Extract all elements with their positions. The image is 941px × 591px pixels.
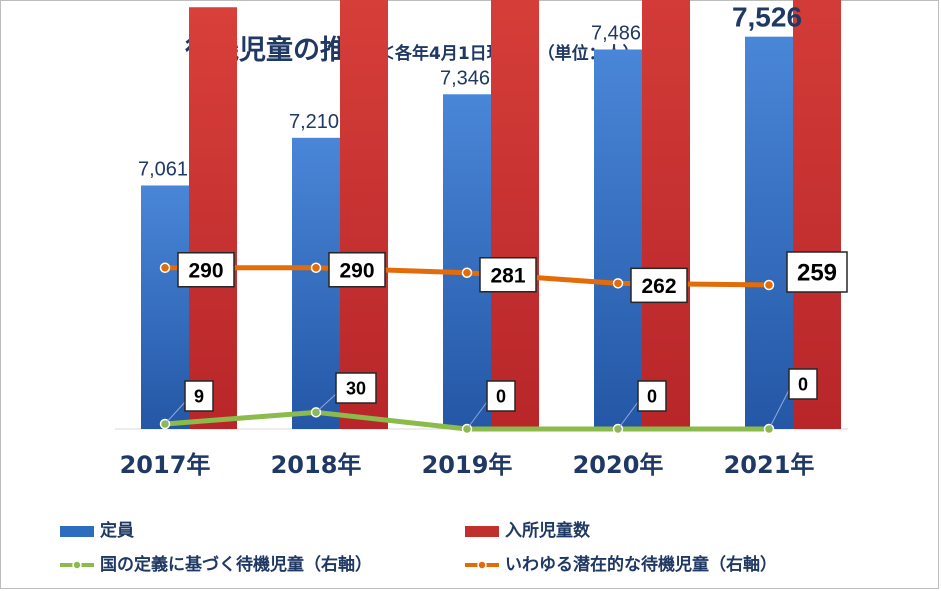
label-enrolled-0: 7,618 [189,0,239,1]
leader-official-1 [315,393,337,413]
bar-enrolled-1 [340,0,388,430]
label-latent-0-box [177,252,235,288]
point-latent-4 [763,279,775,291]
label-latent-0: 290 [188,259,223,282]
label-latent-1: 290 [339,259,374,282]
bar-capacity-0 [141,185,189,429]
point-latent-3 [612,278,624,289]
label-capacity-0: 7,061 [138,158,188,180]
bar-capacity-4 [745,36,793,430]
bar-enrolled-0 [189,7,237,430]
label-capacity-4: 7,526 [732,2,802,33]
leader-official-0 [164,401,186,425]
legend-item-latent-waitlist: いわゆる潜在的な待機児童（右軸） [465,550,777,575]
label-official-0: 9 [194,386,204,406]
bar-enrolled-2 [491,0,539,430]
label-official-0-box [184,380,214,412]
label-official-3: 0 [647,386,657,406]
leader-official-3 [617,401,639,430]
label-official-4-box [788,368,818,400]
bar-enrolled-3 [642,0,690,430]
bar-enrolled-4 [793,0,841,429]
legend-item-enrolled: 入所児童数 [465,516,590,541]
x-tick-2: 2019年 [422,451,513,479]
label-capacity-1: 7,210 [289,111,339,133]
label-official-3-box [637,380,667,412]
label-latent-4: 259 [797,260,837,287]
legend-swatch-capacity [60,525,94,537]
label-official-1-box [335,372,377,404]
point-latent-2 [461,267,473,279]
leader-official-2 [466,401,488,430]
x-tick-0: 2017年 [120,451,211,479]
x-tick-4: 2021年 [724,451,815,479]
legend-label-latent-waitlist: いわゆる潜在的な待機児童（右軸） [505,555,777,575]
label-latent-3-box [630,267,688,304]
point-latent-0 [159,262,171,274]
label-latent-3: 262 [641,275,676,298]
label-capacity-3: 7,486 [591,22,641,44]
point-latent-1 [310,262,322,274]
label-latent-2: 281 [490,264,525,287]
label-official-2: 0 [496,386,506,406]
label-official-4: 0 [798,374,808,394]
bar-capacity-3 [594,49,642,429]
label-official-2-box [486,380,516,412]
x-tick-3: 2020年 [573,451,664,479]
legend-swatch-latent-waitlist [465,560,499,570]
label-latent-4-box [786,251,848,293]
leader-official-4 [768,389,790,430]
legend-item-capacity: 定員 [60,516,134,541]
legend-swatch-enrolled [465,525,499,537]
label-capacity-2: 7,346 [440,67,490,89]
label-latent-2-box [479,257,537,293]
label-latent-1-box [328,252,386,288]
legend-label-enrolled: 入所児童数 [505,521,590,541]
label-official-1: 30 [346,378,366,398]
legend-item-official-waitlist: 国の定義に基づく待機児童（右軸） [60,550,372,575]
legend-label-capacity: 定員 [100,521,134,541]
legend-label-official-waitlist: 国の定義に基づく待機児童（右軸） [100,555,372,575]
x-tick-1: 2018年 [271,451,362,479]
legend-swatch-official-waitlist [60,560,94,570]
